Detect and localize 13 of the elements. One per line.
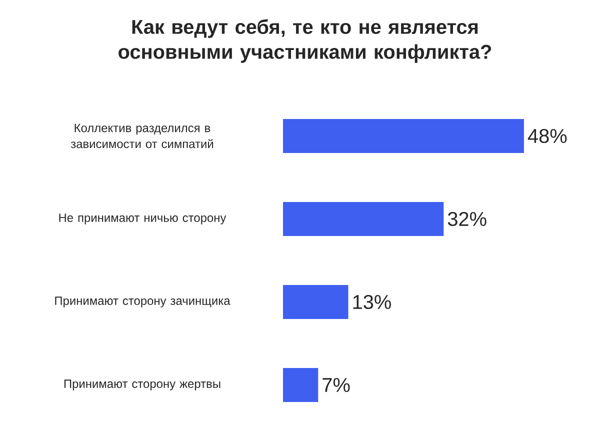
y-tick-label: Принимают сторону зачинщика xyxy=(55,296,230,308)
data-label: 32% xyxy=(448,212,486,226)
y-tick-label: Принимают сторону жертвы xyxy=(64,380,220,390)
y-tick-label: Не принимают ничью сторону xyxy=(59,214,226,224)
y-tick-label: Коллектив разделился в зависимости от симпатий xyxy=(70,124,214,148)
data-label: 7% xyxy=(322,378,350,392)
bar xyxy=(283,202,444,236)
chart-title: Как ведут себя, те кто не является основными участниками конфликта? xyxy=(118,19,492,63)
bar xyxy=(283,368,318,402)
data-label: 48% xyxy=(528,128,567,144)
bar xyxy=(283,285,348,319)
data-label: 13% xyxy=(353,294,391,310)
bar xyxy=(283,119,524,153)
